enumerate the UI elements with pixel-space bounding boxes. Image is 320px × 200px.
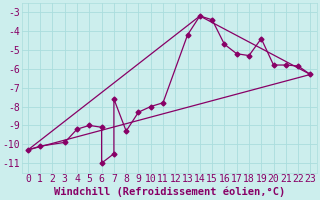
- X-axis label: Windchill (Refroidissement éolien,°C): Windchill (Refroidissement éolien,°C): [53, 187, 285, 197]
